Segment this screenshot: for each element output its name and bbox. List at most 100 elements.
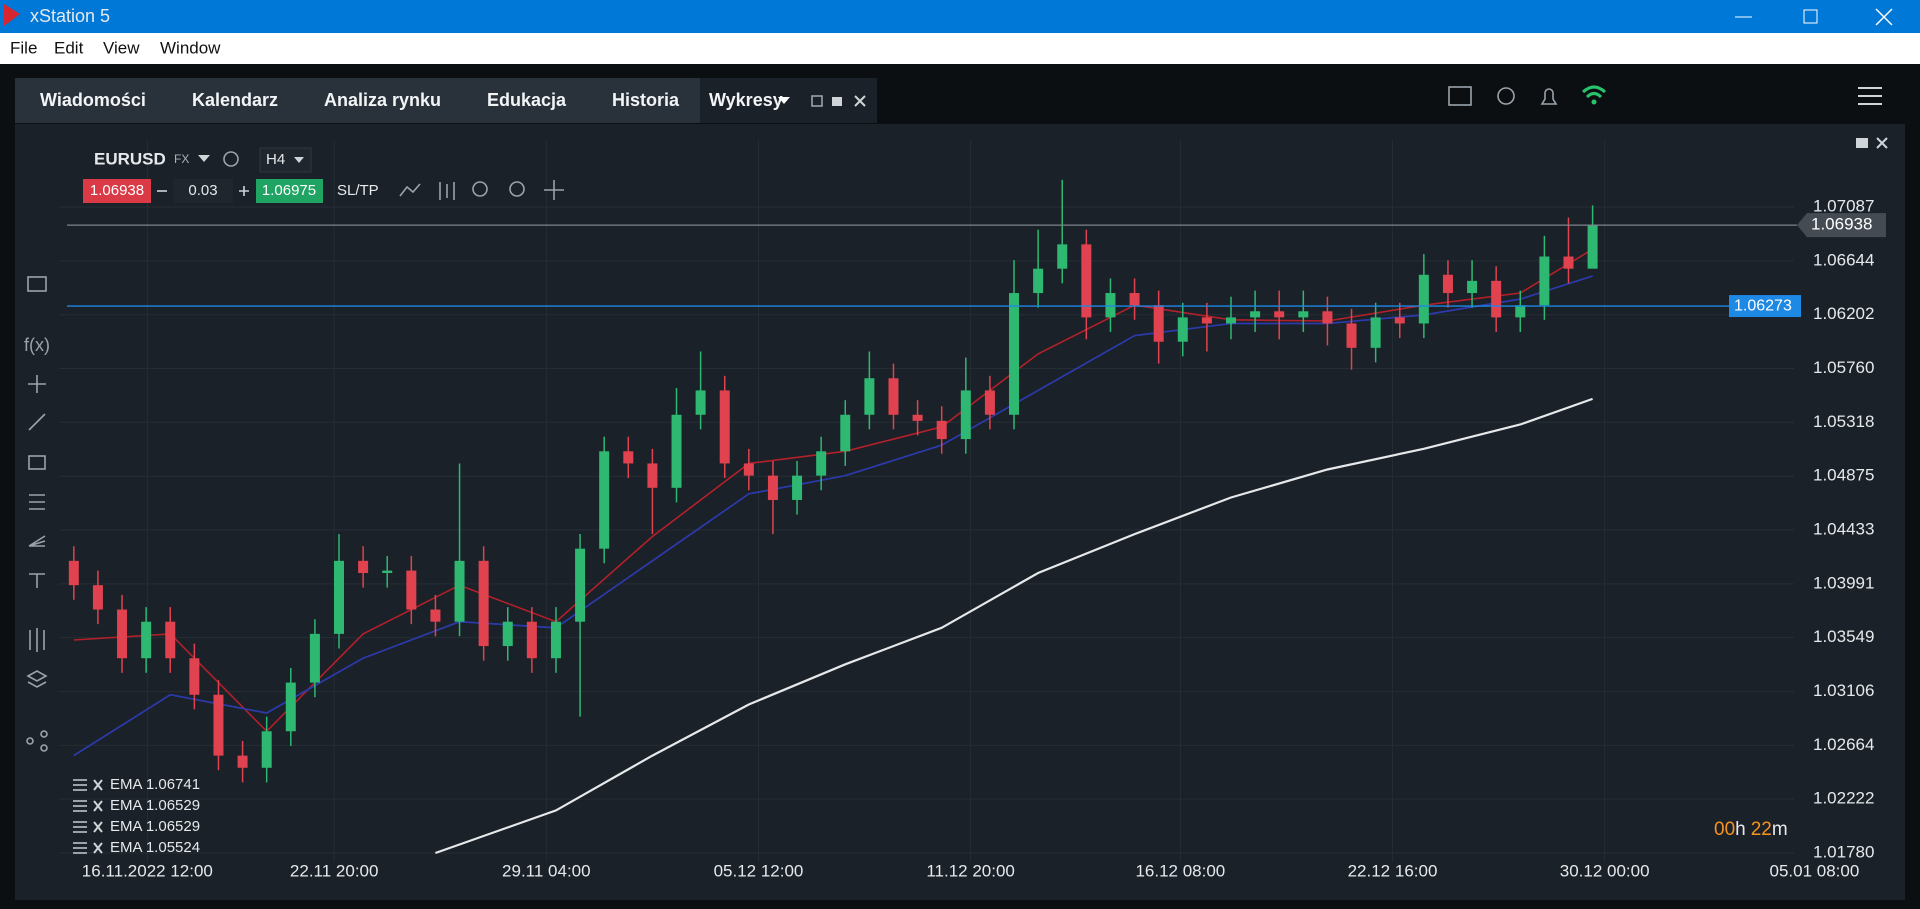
active-tab	[700, 78, 877, 123]
tool-icon[interactable]	[29, 494, 45, 510]
sell-button[interactable]	[83, 179, 151, 203]
buy-button[interactable]	[256, 179, 323, 203]
tool-icon[interactable]	[40, 730, 48, 738]
tab[interactable]: Historia	[612, 90, 680, 110]
legend-remove	[93, 779, 103, 791]
info-icon[interactable]	[223, 151, 239, 167]
candle-body	[840, 414, 851, 452]
y-tick-label: 1.06202	[1813, 304, 1874, 323]
popout-icon[interactable]	[811, 95, 823, 107]
left-toolbar: f(x)	[24, 276, 50, 752]
menu-item[interactable]: View	[103, 38, 140, 57]
restore[interactable]	[1803, 9, 1818, 24]
candle-body	[382, 570, 393, 574]
zoom-in-icon[interactable]	[509, 181, 525, 197]
candle-body	[1033, 268, 1044, 294]
main-menu[interactable]	[1858, 87, 1882, 105]
notification-icon[interactable]	[1540, 88, 1558, 105]
tool-icon[interactable]	[28, 413, 46, 431]
candle-body	[1298, 311, 1309, 318]
x-tick-label: 11.12 20:00	[926, 861, 1015, 880]
candle-body	[1105, 293, 1116, 318]
timeframe[interactable]: H4	[266, 151, 285, 168]
indicator-icon[interactable]	[439, 182, 455, 200]
candle-body	[358, 560, 369, 574]
candle-body	[984, 390, 995, 415]
candle-body	[550, 621, 561, 659]
candle-body	[1177, 317, 1188, 342]
sltp[interactable]: SL/TP	[337, 182, 379, 199]
candle-body	[1009, 293, 1020, 415]
tool-icon[interactable]	[28, 375, 46, 393]
candle-body	[334, 560, 345, 634]
layout-icon[interactable]	[1448, 86, 1472, 106]
tool-icon[interactable]	[26, 737, 34, 745]
candle-body	[526, 621, 537, 659]
candle-body	[1394, 317, 1405, 324]
tool-icon[interactable]	[28, 455, 46, 470]
menu-item[interactable]: Edit	[54, 38, 84, 57]
y-tick-label: 1.04433	[1813, 520, 1874, 539]
candle-body	[237, 755, 248, 768]
tool-icon[interactable]	[28, 535, 46, 547]
zoom-out-icon[interactable]	[472, 181, 488, 197]
legend-icon	[73, 779, 87, 791]
candle-body	[117, 609, 128, 659]
tool-icon[interactable]	[29, 573, 45, 588]
legend-entry: EMA 1.05524	[110, 839, 200, 856]
detach-icon[interactable]	[832, 97, 842, 106]
tool-icon[interactable]: f(x)	[24, 335, 50, 355]
panel-min[interactable]	[1856, 138, 1868, 148]
volume-plus[interactable]	[239, 186, 249, 196]
tool-icon[interactable]	[29, 628, 45, 652]
y-tick-label: 1.06644	[1813, 250, 1874, 269]
menu-item[interactable]: File	[10, 38, 37, 57]
candle-body	[1442, 274, 1453, 294]
candle-body	[1081, 244, 1092, 318]
candle-body	[189, 658, 200, 695]
menu-item[interactable]: Window	[160, 38, 221, 57]
tab[interactable]: Wykresy	[709, 90, 783, 110]
volume[interactable]: 0.03	[188, 182, 217, 199]
candle-body	[671, 414, 682, 488]
candle-body	[792, 475, 803, 500]
tab[interactable]: Edukacja	[487, 90, 567, 110]
tab[interactable]: Analiza rynku	[324, 90, 441, 110]
candle-body	[1346, 323, 1357, 348]
legend-icon	[73, 800, 87, 812]
bid-price[interactable]: 1.06938	[90, 182, 144, 199]
symbol[interactable]: EURUSD	[94, 149, 166, 168]
plot-area: 1.07087 1.06644 1.06202 1.05760 1.05318 1.048…	[59, 140, 1886, 880]
legend-entry: EMA 1.06529	[110, 797, 200, 814]
countdown-part: h	[1735, 819, 1746, 840]
ask-price[interactable]: 1.06975	[262, 182, 316, 199]
panel-close[interactable]	[1876, 137, 1888, 149]
x-tick-label: 05.01 08:00	[1769, 861, 1859, 880]
candle-body	[1322, 311, 1333, 324]
tool-icon[interactable]	[26, 670, 48, 688]
currency-icon[interactable]	[1497, 87, 1515, 105]
price-label: 1.06938	[1811, 215, 1872, 234]
tab[interactable]: Wiadomości	[40, 90, 146, 110]
close[interactable]	[1875, 8, 1893, 26]
tab-close[interactable]	[854, 95, 866, 107]
countdown: 00h 22m	[1714, 819, 1788, 840]
timeframe-box[interactable]	[259, 147, 312, 173]
tab[interactable]: Kalendarz	[192, 90, 278, 110]
candle-body	[1057, 244, 1068, 269]
candle-body	[1418, 274, 1429, 324]
volume-box[interactable]	[173, 179, 233, 203]
countdown-part: 00	[1714, 819, 1735, 840]
tool-icon[interactable]	[40, 744, 48, 752]
y-tick-label: 1.03549	[1813, 627, 1874, 646]
candle-body	[1515, 305, 1526, 318]
tab-caret	[778, 97, 790, 104]
ema-line	[73, 275, 1593, 757]
move-icon[interactable]	[544, 180, 564, 200]
candle-body	[743, 463, 754, 476]
app-icon	[4, 4, 20, 26]
tool-icon[interactable]	[27, 276, 47, 292]
chart-type-icon[interactable]	[399, 183, 421, 197]
symbol-caret[interactable]	[198, 155, 210, 162]
candle-body	[1225, 317, 1236, 324]
